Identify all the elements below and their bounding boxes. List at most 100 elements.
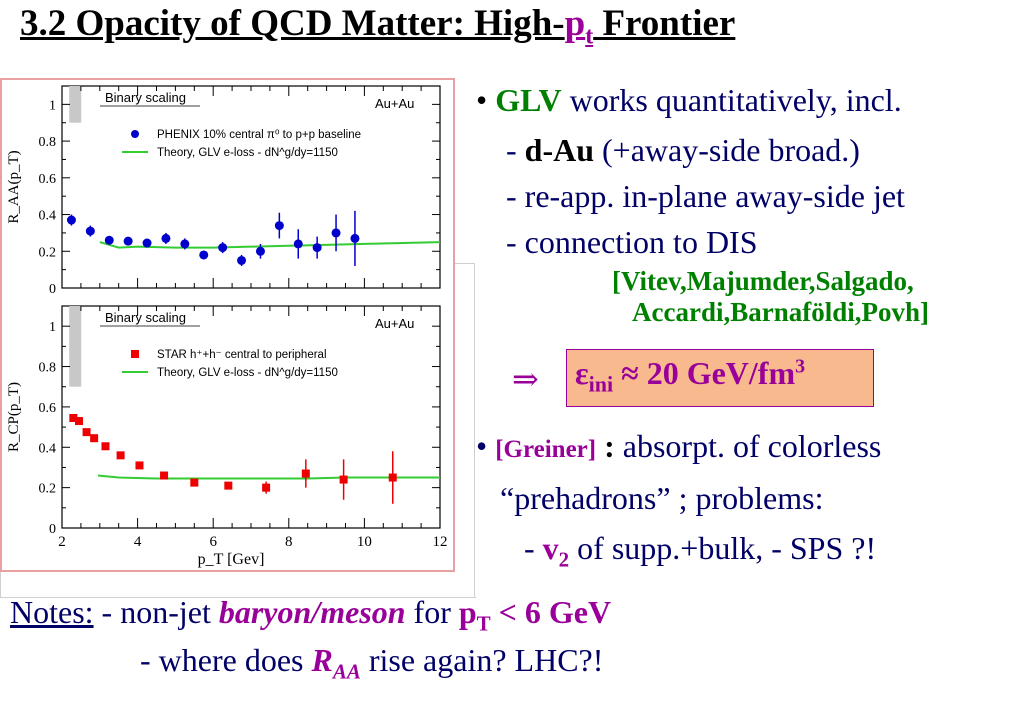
plot-frame bbox=[0, 78, 455, 572]
dau-dash: - bbox=[506, 132, 525, 168]
reference-line-1: [Vitev,Majumder,Salgado, bbox=[612, 266, 914, 296]
x-tick-label: 12 bbox=[433, 534, 448, 550]
legend-theory-label: Theory, GLV e-loss - dN^g/dy=1150 bbox=[157, 367, 338, 379]
y-tick-label: 0 bbox=[49, 522, 56, 537]
data-point bbox=[312, 243, 322, 253]
data-point bbox=[255, 246, 265, 256]
title-prefix: 3.2 Opacity of QCD Matter: High- bbox=[20, 3, 565, 44]
y-tick-label: 0.8 bbox=[39, 361, 57, 376]
theory-line bbox=[97, 474, 440, 480]
v2-text: of supp.+bulk, - SPS ?! bbox=[569, 530, 877, 566]
notes-2b: rise again? LHC?! bbox=[360, 642, 604, 678]
notes-pt: p bbox=[458, 594, 477, 630]
x-tick-label: 4 bbox=[134, 534, 142, 550]
data-point bbox=[66, 215, 76, 225]
notes-1a: - non-jet bbox=[93, 594, 219, 630]
title-t: t bbox=[585, 23, 594, 50]
page-title: 3.2 Opacity of QCD Matter: High-pt Front… bbox=[20, 2, 735, 50]
title-p: p bbox=[564, 3, 586, 44]
notes-baryon-meson: baryon/meson bbox=[218, 594, 406, 630]
notes-line-1: Notes: - non-jet baryon/meson for pT < 6… bbox=[10, 594, 611, 636]
chart-raa: 0 0.2 0.4 0.6 0.8 1 R_AA(p_T) Binary scaling Au+… bbox=[6, 85, 441, 297]
data-point bbox=[75, 417, 84, 426]
greiner-label: [Greiner] bbox=[495, 436, 597, 463]
y-axis-label: R_AA(p_T) bbox=[6, 150, 22, 223]
v2-dash: - bbox=[524, 530, 543, 566]
system-label: Au+Au bbox=[375, 316, 414, 331]
data-point bbox=[331, 228, 341, 238]
y-tick-label: 0.2 bbox=[39, 245, 57, 260]
dau-text: (+away-side broad.) bbox=[594, 132, 860, 168]
plot-frame-shadow-bottom bbox=[0, 572, 476, 598]
binary-scaling-band bbox=[69, 306, 82, 387]
data-point bbox=[116, 451, 125, 460]
binary-scaling-band bbox=[69, 86, 82, 123]
data-point bbox=[161, 233, 171, 243]
x-tick-label: 2 bbox=[58, 534, 66, 550]
data-point bbox=[293, 239, 303, 249]
data-point bbox=[388, 473, 397, 482]
x-axis-label: p_T [Gev] bbox=[198, 551, 265, 568]
data-point bbox=[218, 243, 228, 253]
greiner-line-3: - v2 of supp.+bulk, - SPS ?! bbox=[524, 530, 876, 572]
v2-sub: 2 bbox=[558, 547, 570, 572]
y-tick-label: 1 bbox=[49, 320, 56, 335]
y-tick-label: 0.4 bbox=[39, 209, 57, 224]
notes-pt-sub: T bbox=[476, 611, 491, 636]
data-point bbox=[199, 250, 209, 260]
greiner-line-2: “prehadrons” ; problems: bbox=[500, 480, 824, 516]
y-tick-label: 0.8 bbox=[39, 135, 57, 150]
data-point bbox=[160, 471, 169, 480]
data-point bbox=[274, 221, 284, 231]
x-tick-label: 10 bbox=[357, 534, 372, 550]
y-tick-label: 0.6 bbox=[39, 401, 57, 416]
y-tick-label: 1 bbox=[49, 98, 56, 113]
y-axis-label: R_CP(p_T) bbox=[6, 382, 22, 452]
plot-area-rcp bbox=[61, 305, 441, 529]
v2-label: v bbox=[542, 530, 559, 566]
reference-line-2: Accardi,Barnaföldi,Povh] bbox=[632, 297, 929, 327]
dau-label: d-Au bbox=[524, 132, 595, 168]
legend-marker bbox=[131, 350, 139, 358]
data-point bbox=[104, 235, 114, 245]
bullet-dis: - connection to DIS bbox=[506, 224, 758, 260]
legend-binary-scaling: Binary scaling bbox=[105, 310, 186, 325]
bullet-glv: • GLV works quantitatively, incl. bbox=[476, 82, 902, 119]
data-point bbox=[237, 255, 247, 265]
y-tick-label: 0.6 bbox=[39, 172, 57, 187]
legend-marker bbox=[131, 130, 139, 138]
x-tick-label: 8 bbox=[285, 534, 293, 550]
data-point bbox=[135, 461, 144, 470]
plot-area-raa bbox=[61, 85, 441, 289]
data-point bbox=[123, 236, 133, 246]
bullet-dot: • bbox=[476, 428, 488, 464]
data-point bbox=[350, 233, 360, 243]
greiner-text: absorpt. of colorless bbox=[614, 428, 882, 464]
implies-arrow: ⇒ bbox=[512, 361, 539, 397]
epsilon-sub: ini bbox=[588, 371, 614, 397]
notes-line-2: - where does RAA rise again? LHC?! bbox=[140, 642, 603, 684]
epsilon-box: εini ≈ 20 GeV/fm3 bbox=[566, 349, 874, 407]
theory-line bbox=[99, 241, 441, 249]
data-point bbox=[190, 478, 199, 487]
glv-label: GLV bbox=[495, 82, 562, 118]
reference: [Vitev,Majumder,Salgado, Accardi,Barnafö… bbox=[612, 266, 929, 328]
data-point bbox=[82, 428, 91, 437]
bullet-dau: - d-Au (+away-side broad.) bbox=[506, 132, 860, 169]
y-tick-label: 0.2 bbox=[39, 482, 57, 497]
legend-binary-scaling: Binary scaling bbox=[105, 90, 186, 105]
epsilon-sup: 3 bbox=[795, 355, 806, 378]
bullet-greiner: • [Greiner] : absorpt. of colorless bbox=[476, 428, 881, 465]
y-tick-label: 0 bbox=[49, 282, 56, 297]
data-point bbox=[85, 226, 95, 236]
chart-rcp: 00.20.40.60.812 4 6 8 10 12p_T [Gev]R_CP(p_T)… bbox=[6, 305, 448, 568]
notes-label: Notes: bbox=[10, 594, 94, 630]
legend-data-label: STAR h⁺+h⁻ central to peripheral bbox=[157, 349, 327, 361]
data-point bbox=[101, 442, 110, 451]
epsilon-symbol: ε bbox=[575, 355, 589, 391]
data-point bbox=[90, 434, 99, 443]
data-point bbox=[224, 481, 233, 490]
data-point bbox=[142, 238, 152, 248]
charts-svg: 0 0.2 0.4 0.6 0.8 1 R_AA(p_T) Binary scaling Au+… bbox=[6, 85, 448, 568]
notes-2a: - where does bbox=[140, 642, 312, 678]
